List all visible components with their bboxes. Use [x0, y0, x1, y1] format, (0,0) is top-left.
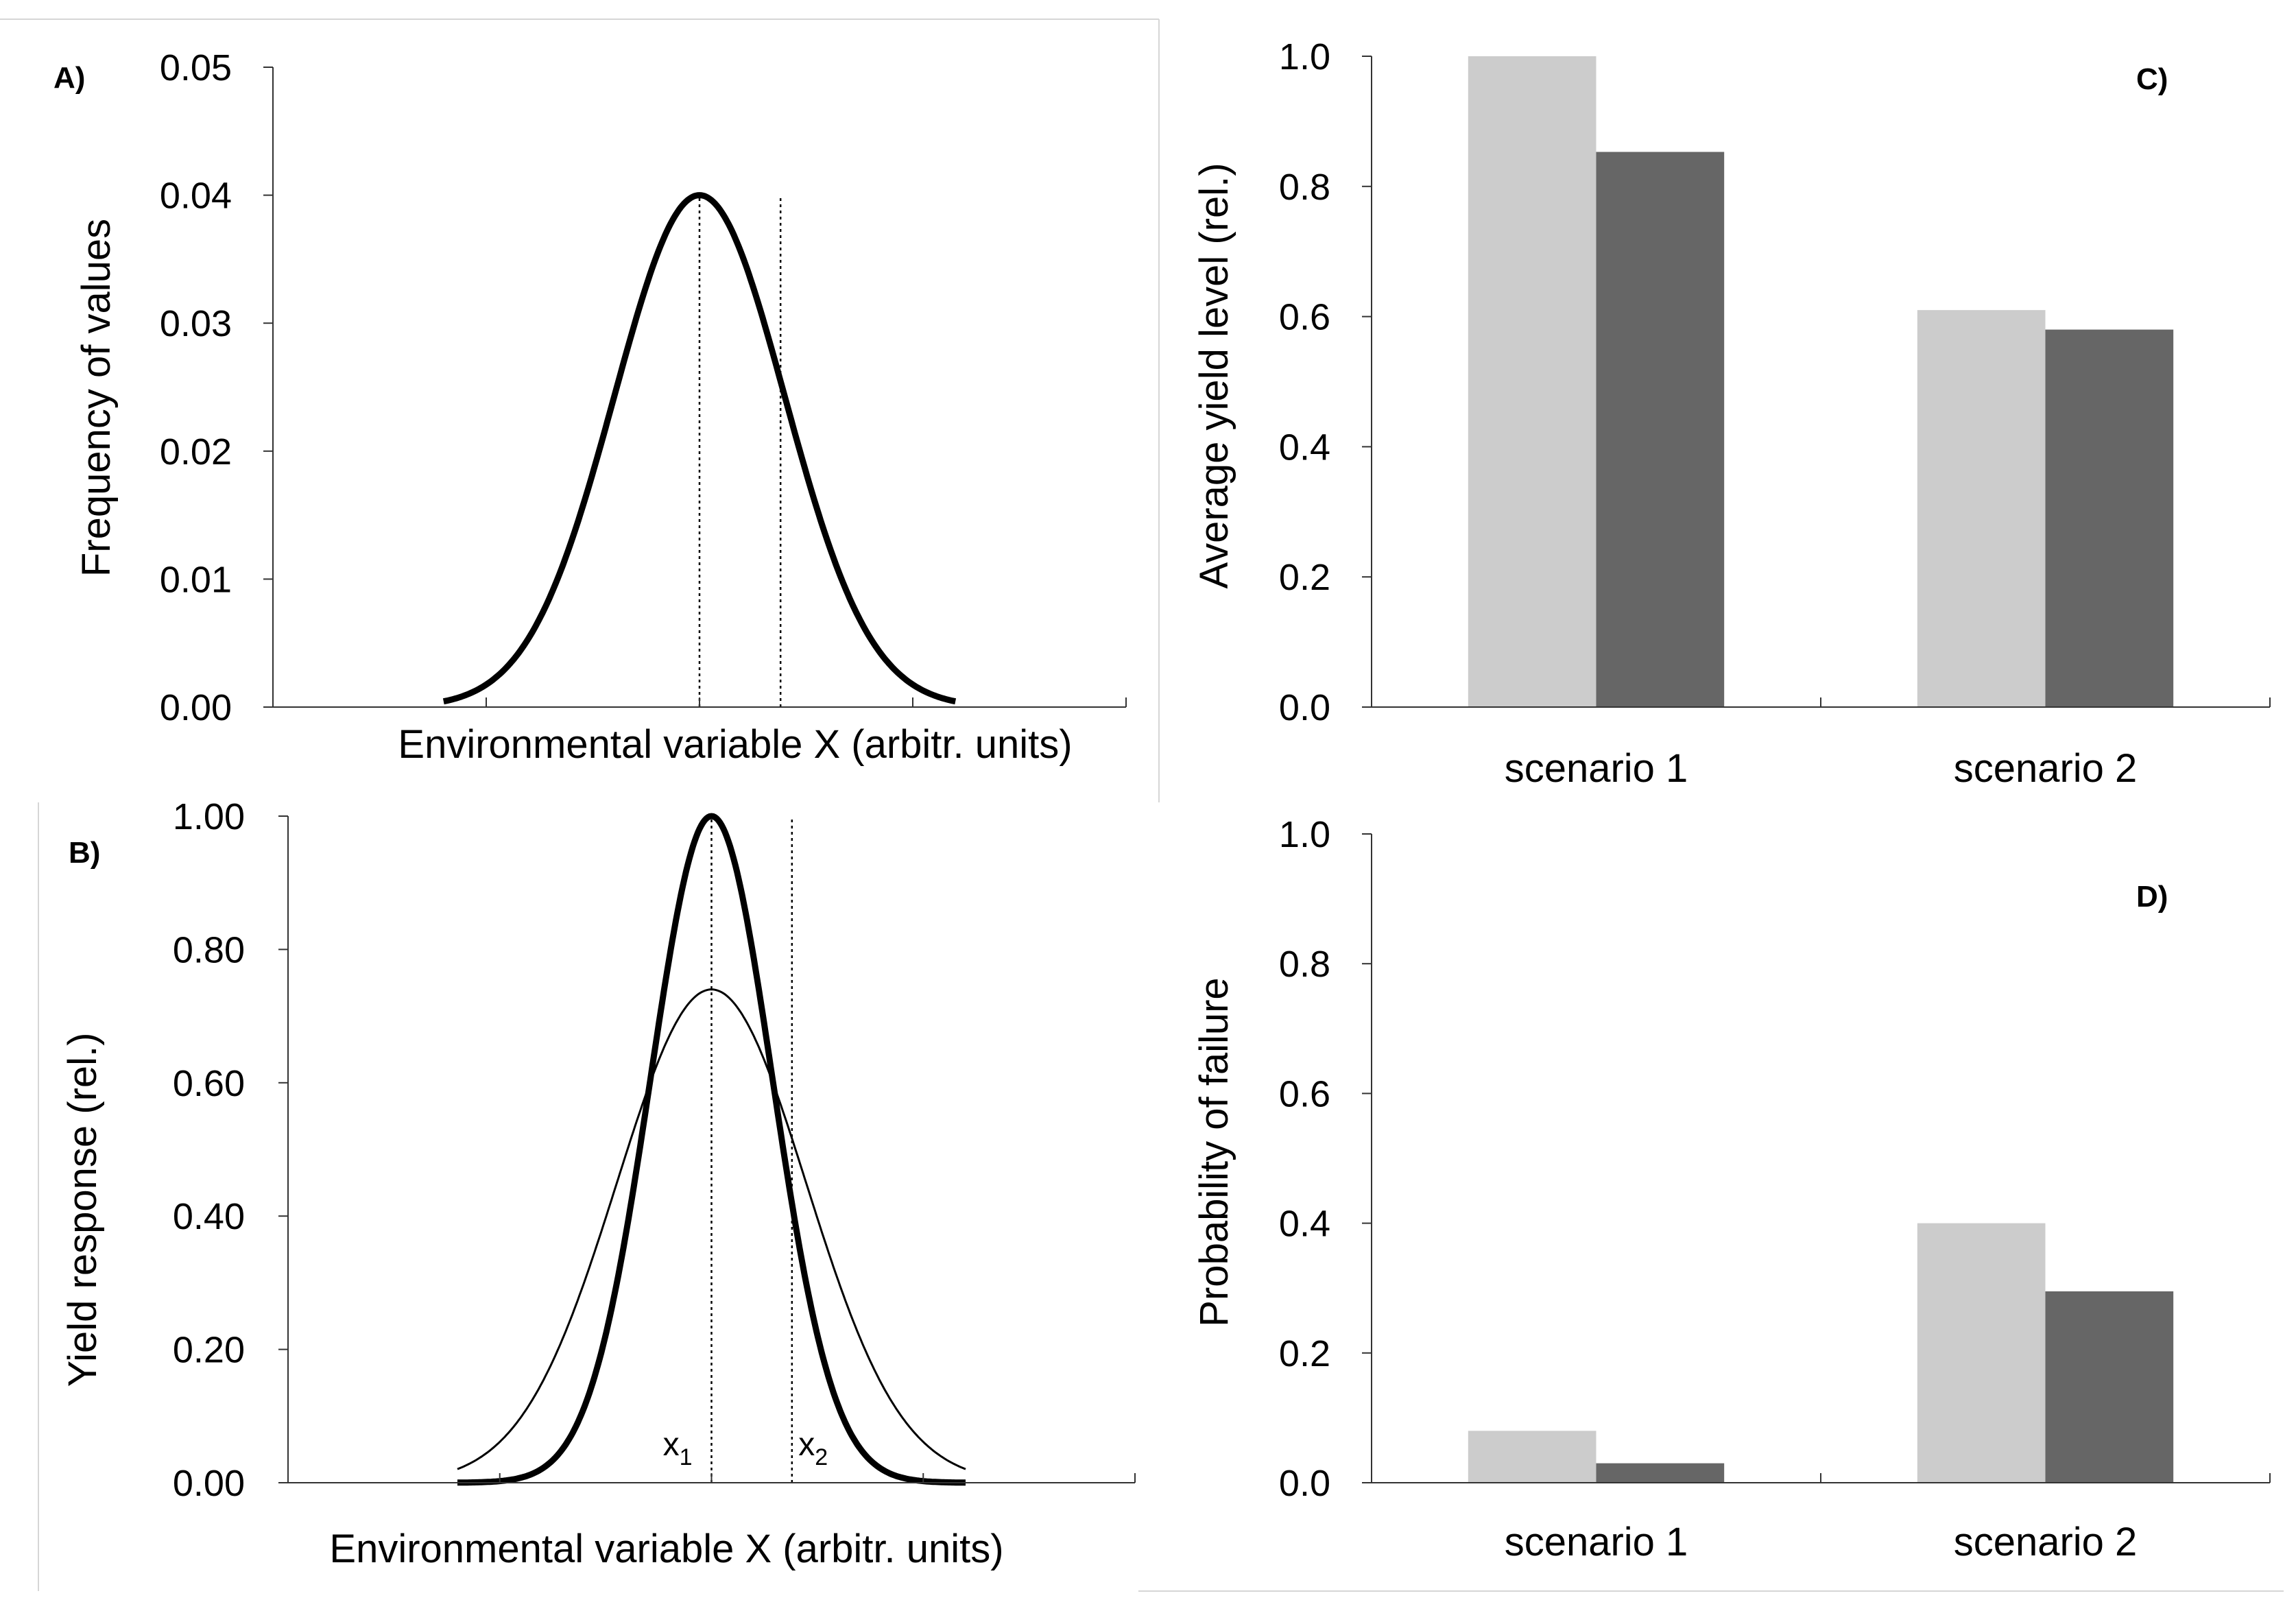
y-tick-label: 0.8: [1279, 944, 1330, 985]
series-line-broad-response: [457, 988, 966, 1470]
y-tick-label: 1.00: [173, 796, 245, 837]
y-tick-label: 0.20: [173, 1330, 245, 1371]
annotation-x2: x2: [798, 1426, 828, 1470]
panel-b-x-axis-title: Environmental variable X (arbitr. units): [329, 1527, 1003, 1571]
y-tick-label: 0.60: [173, 1063, 245, 1104]
y-tick-label: 0.4: [1279, 427, 1330, 468]
bar-light-scenario-1: [1468, 56, 1597, 707]
y-tick-label: 0.2: [1279, 557, 1330, 598]
panel-d-bar-chart: D) 0.0 0.2 0.4 0.6 0.8 1.0 scenario 1 scenario…: [1192, 814, 2271, 1564]
y-tick-label: 0.0: [1279, 1463, 1330, 1504]
y-tick-label: 0.00: [173, 1463, 245, 1504]
bar-light-scenario-2: [1917, 310, 2046, 707]
x-category-label: scenario 2: [1954, 1520, 2138, 1564]
bar-light-scenario-2: [1917, 1223, 2046, 1483]
panel-c-bar-chart: C) 0.0 0.2 0.4 0.6 0.8 1.0 scenario 1 scenario…: [1192, 36, 2271, 791]
y-tick-label: 0.02: [160, 431, 232, 473]
panel-a-y-axis-title: Frequency of values: [74, 219, 119, 577]
y-tick-label: 1.0: [1279, 36, 1330, 77]
series-line-frequency-distribution: [442, 192, 957, 705]
y-tick-label: 0.2: [1279, 1333, 1330, 1374]
panel-b-y-axis-title: Yield response (rel.): [60, 1033, 105, 1387]
y-tick-label: 0.4: [1279, 1204, 1330, 1245]
panel-b-label: B): [69, 836, 100, 870]
y-tick-label: 0.03: [160, 303, 232, 344]
x-category-label: scenario 2: [1954, 746, 2138, 791]
panel-b-line-chart: B) 0.00 0.20 0.40 0.60 0.80 1.00 x1 x2 Environ…: [60, 796, 1136, 1571]
y-tick-label: 0.04: [160, 176, 232, 217]
y-tick-label: 0.01: [160, 559, 232, 600]
y-tick-label: 1.0: [1279, 814, 1330, 855]
panel-c-y-axis-title: Average yield level (rel.): [1192, 163, 1236, 588]
y-tick-label: 0.40: [173, 1196, 245, 1237]
y-tick-label: 0.8: [1279, 167, 1330, 208]
bar-dark-scenario-1: [1596, 152, 1725, 708]
panel-a-label: A): [53, 61, 85, 95]
x-category-label: scenario 1: [1505, 1520, 1688, 1564]
y-tick-label: 0.80: [173, 929, 245, 970]
panel-c-label: C): [2136, 62, 2168, 96]
y-tick-label: 0.05: [160, 47, 232, 88]
series-line-narrow-response: [457, 813, 966, 1486]
y-tick-label: 0.6: [1279, 297, 1330, 338]
annotation-x1: x1: [663, 1426, 693, 1470]
panel-a-x-axis-title: Environmental variable X (arbitr. units): [398, 722, 1072, 767]
bar-light-scenario-1: [1468, 1431, 1597, 1483]
bar-dark-scenario-2: [2045, 329, 2174, 708]
panel-d-y-axis-title: Probability of failure: [1192, 977, 1236, 1326]
y-tick-label: 0.6: [1279, 1073, 1330, 1114]
bar-dark-scenario-1: [1596, 1463, 1725, 1483]
y-tick-label: 0.00: [160, 687, 232, 728]
y-tick-label: 0.0: [1279, 687, 1330, 728]
bar-dark-scenario-2: [2045, 1291, 2174, 1483]
panel-a-line-chart: A) 0.00 0.01 0.02 0.03 0.04 0.05 Environmenta…: [53, 47, 1127, 767]
x-category-label: scenario 1: [1505, 746, 1688, 791]
panel-d-label: D): [2136, 880, 2168, 914]
